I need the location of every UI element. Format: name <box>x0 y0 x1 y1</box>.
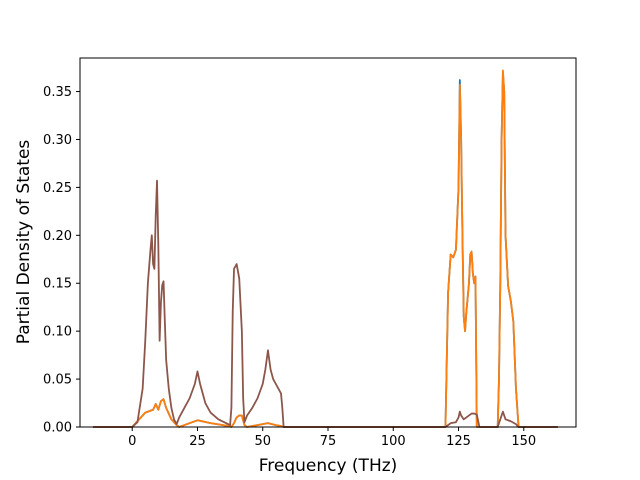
series-layer <box>93 69 558 428</box>
y-tick-label: 0.30 <box>43 133 72 148</box>
y-tick-label: 0.20 <box>43 229 72 244</box>
x-tick-label: 125 <box>446 434 471 449</box>
x-tick-label: 100 <box>381 434 406 449</box>
y-tick-label: 0.35 <box>43 85 72 100</box>
x-tick-label: 150 <box>511 434 536 449</box>
x-axis-label: Frequency (THz) <box>259 456 398 476</box>
y-tick-label: 0.15 <box>43 277 72 292</box>
y-axis-ticks: 0.00 0.05 0.10 0.15 0.20 0.25 0.30 0.35 <box>43 85 80 436</box>
series-line-3 <box>93 179 558 428</box>
x-tick-label: 0 <box>128 434 136 449</box>
y-tick-label: 0.00 <box>43 421 72 436</box>
x-tick-label: 25 <box>189 434 206 449</box>
y-tick-label: 0.05 <box>43 373 72 388</box>
x-tick-label: 50 <box>254 434 271 449</box>
y-tick-label: 0.25 <box>43 181 72 196</box>
y-tick-label: 0.10 <box>43 325 72 340</box>
x-tick-label: 75 <box>320 434 337 449</box>
x-axis-ticks: 0 25 50 75 100 125 150 <box>128 427 536 449</box>
y-axis-label: Partial Density of States <box>14 140 34 345</box>
